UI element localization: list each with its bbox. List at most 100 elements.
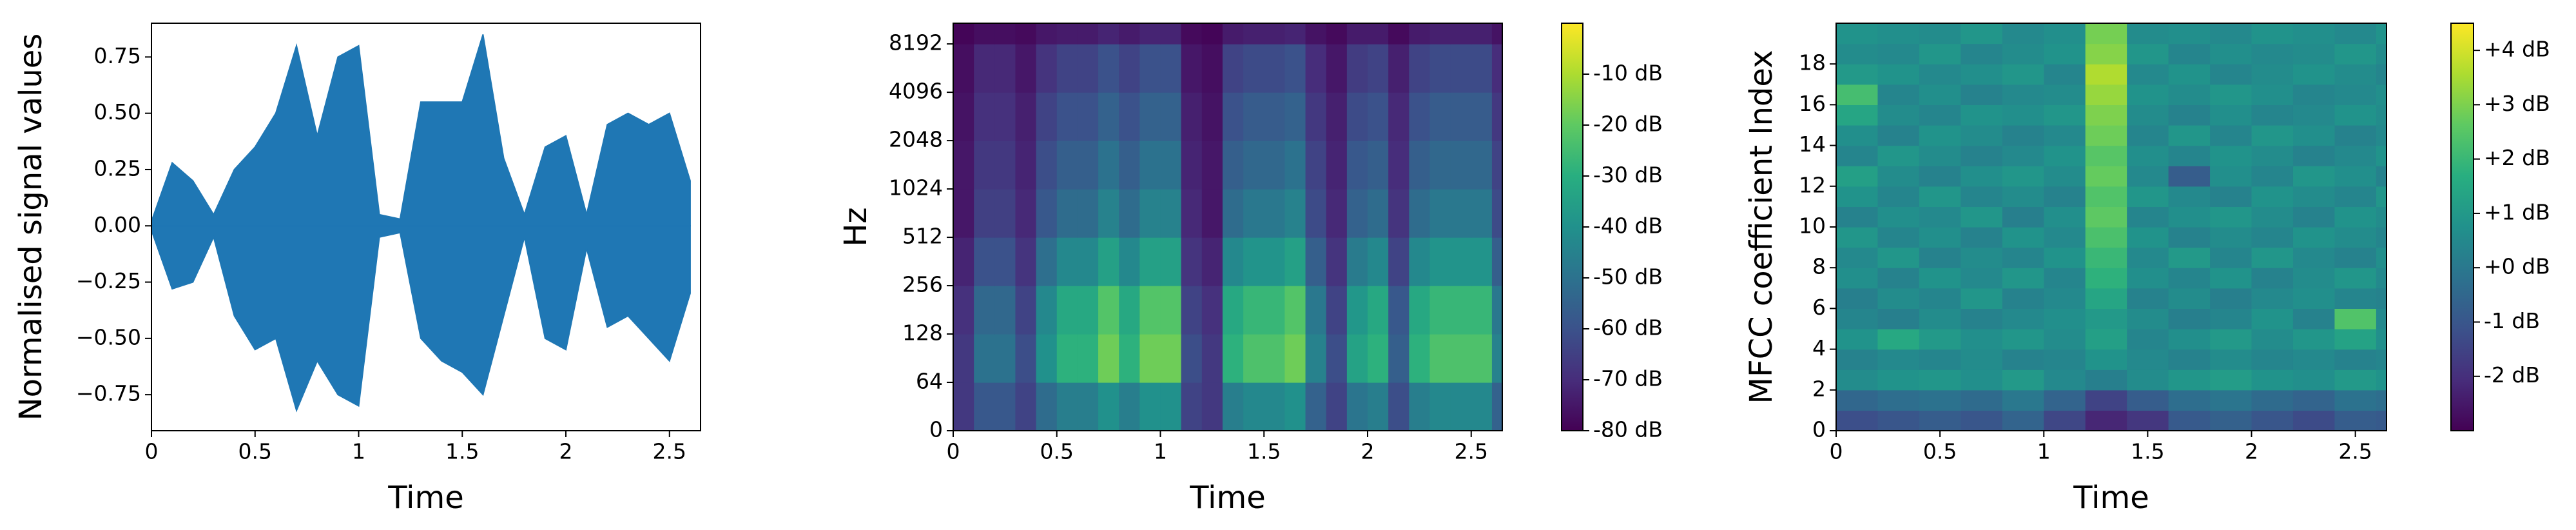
x-tick-label: 1.5 (445, 439, 479, 464)
heatmap-cell (1961, 227, 2003, 248)
heatmap-cell (1056, 44, 1078, 93)
heatmap-cell (2376, 288, 2387, 309)
heatmap-cell (2085, 145, 2127, 166)
heatmap-cell (2002, 145, 2044, 166)
heatmap-cell (2292, 64, 2336, 85)
heatmap-cell (2251, 64, 2294, 85)
colorbar-tick-label: -60 dB (1593, 315, 1663, 340)
heatmap-cell (974, 237, 995, 286)
heatmap-cell (2210, 369, 2252, 391)
heatmap-cell (1471, 189, 1493, 238)
heatmap-cell (2168, 125, 2211, 146)
heatmap-cell (1429, 92, 1451, 141)
heatmap-cell (1919, 186, 1961, 207)
heatmap-cell (2044, 104, 2086, 126)
heatmap-cell (1836, 186, 1879, 207)
heatmap-cell (1877, 227, 1920, 248)
heatmap-cell (2085, 308, 2127, 329)
heatmap-cell (2085, 125, 2127, 146)
heatmap-cell (1368, 189, 1389, 238)
heatmap-cell (1098, 382, 1119, 431)
y-tick-label: 128 (902, 320, 943, 346)
heatmap-cell (1961, 186, 2003, 207)
heatmap-cell (1919, 369, 1961, 391)
heatmap-cell (1836, 206, 1879, 228)
y-tick-label: 6 (1812, 295, 1826, 320)
heatmap-cell (2334, 288, 2377, 309)
heatmap-cell (2168, 23, 2211, 44)
heatmap-cell (1160, 382, 1182, 431)
heatmap-cell (2127, 369, 2169, 391)
heatmap-cell (2210, 349, 2252, 370)
x-tick-label: 1 (352, 439, 365, 464)
heatmap-cell (1056, 23, 1078, 44)
y-tick-label: 10 (1799, 213, 1826, 239)
heatmap-cell (1284, 44, 1306, 93)
heatmap-cell (2168, 64, 2211, 85)
heatmap-cell (1877, 247, 1920, 268)
heatmap-cell (2168, 84, 2211, 105)
heatmap-cell (2210, 247, 2252, 268)
heatmap-cell (2044, 166, 2086, 187)
heatmap-cell (1160, 141, 1182, 190)
heatmap-cell (2210, 410, 2252, 431)
heatmap-cell (1201, 237, 1223, 286)
heatmap-cell (1409, 382, 1431, 431)
heatmap-cell (1264, 44, 1286, 93)
heatmap-cell (1243, 92, 1264, 141)
y-tick-label: 1024 (889, 175, 943, 201)
heatmap-cell (1471, 44, 1493, 93)
heatmap-cell (1015, 286, 1037, 335)
heatmap-cell (994, 141, 1016, 190)
heatmap-cell (1836, 268, 1879, 289)
heatmap-cell (1877, 329, 1920, 350)
heatmap-cell (1388, 237, 1409, 286)
heatmap-cell (1284, 286, 1306, 335)
heatmap-cell (2044, 308, 2086, 329)
heatmap-cell (2002, 288, 2044, 309)
heatmap-cell (2210, 84, 2252, 105)
heatmap-cell (1409, 334, 1431, 383)
heatmap-cell (2044, 369, 2086, 391)
heatmap-cell (1961, 329, 2003, 350)
heatmap-cell (2044, 389, 2086, 411)
heatmap-cell (1450, 286, 1472, 335)
heatmap-cell (1305, 141, 1327, 190)
heatmap-cell (1409, 286, 1431, 335)
heatmap-cell (1264, 382, 1286, 431)
heatmap-cell (2210, 43, 2252, 64)
heatmap-cell (2127, 166, 2169, 187)
y-axis-label: Hz (838, 207, 874, 246)
heatmap-cell (2044, 84, 2086, 105)
heatmap-cell (2376, 227, 2387, 248)
heatmap-cell (2044, 145, 2086, 166)
heatmap-cell (2085, 43, 2127, 64)
heatmap-cell (2044, 64, 2086, 85)
heatmap-cell (974, 286, 995, 335)
heatmap-cell (2127, 247, 2169, 268)
heatmap-cell (1471, 382, 1493, 431)
heatmap-cell (1098, 237, 1119, 286)
heatmap-cell (1222, 286, 1244, 335)
heatmap-cell (2210, 186, 2252, 207)
heatmap-cell (2292, 227, 2336, 248)
heatmap-cell (2251, 349, 2294, 370)
heatmap-cell (1919, 145, 1961, 166)
x-tick-label: 0 (145, 439, 159, 464)
heatmap-cell (2376, 125, 2387, 146)
y-axis-label: Normalised signal values (13, 34, 49, 421)
heatmap-cell (1077, 141, 1099, 190)
heatmap-cell (1877, 125, 1920, 146)
heatmap-cell (2002, 125, 2044, 146)
x-tick-label: 2 (1361, 439, 1375, 464)
heatmap-cell (1961, 64, 2003, 85)
heatmap-cell (1015, 92, 1037, 141)
heatmap-cell (1036, 141, 1058, 190)
heatmap-cell (1139, 44, 1161, 93)
heatmap-cell (2127, 43, 2169, 64)
heatmap-cell (1961, 43, 2003, 64)
heatmap-cell (2210, 308, 2252, 329)
heatmap-cell (2210, 104, 2252, 126)
heatmap-cell (1243, 237, 1264, 286)
heatmap-cell (1119, 92, 1140, 141)
